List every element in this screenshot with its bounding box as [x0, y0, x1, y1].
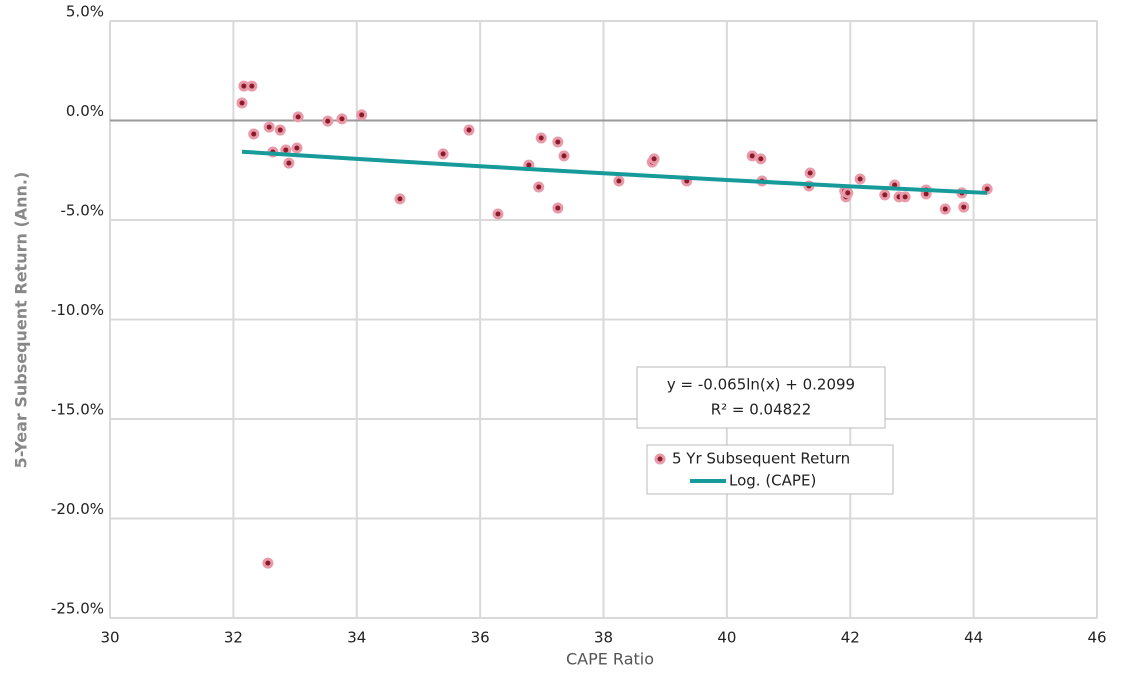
- x-tick-label: 32: [224, 629, 243, 647]
- data-point: [552, 136, 564, 148]
- data-point: [535, 132, 547, 144]
- y-tick-label: -20.0%: [51, 500, 104, 518]
- data-point: [463, 124, 475, 136]
- data-point: [879, 189, 891, 201]
- data-point: [291, 142, 303, 154]
- x-tick-label: 36: [471, 629, 490, 647]
- annotation: R² = 0.04822: [711, 401, 812, 419]
- data-point: [804, 167, 816, 179]
- data-point: [842, 187, 854, 199]
- data-point: [939, 203, 951, 215]
- trend-line: [241, 149, 988, 195]
- data-point: [262, 557, 274, 569]
- data-point: [437, 148, 449, 160]
- y-tick-label: -25.0%: [51, 600, 104, 618]
- y-tick-label: -15.0%: [51, 401, 104, 419]
- y-tick-label: -5.0%: [60, 202, 104, 220]
- y-tick-label: 5.0%: [66, 3, 104, 21]
- data-point: [648, 153, 660, 165]
- data-point: [246, 80, 258, 92]
- y-tick-label: -10.0%: [51, 301, 104, 319]
- legend-label: 5 Yr Subsequent Return: [672, 450, 850, 468]
- data-point: [613, 175, 625, 187]
- x-tick-label: 42: [841, 629, 860, 647]
- data-point: [755, 153, 767, 165]
- data-point: [322, 115, 334, 127]
- legend: [646, 444, 894, 495]
- data-point: [558, 150, 570, 162]
- data-point: [356, 109, 368, 121]
- data-point: [746, 150, 758, 162]
- annotation: y = -0.065ln(x) + 0.2099: [667, 376, 855, 394]
- legend-label: Log. (CAPE): [729, 472, 816, 490]
- data-point: [533, 181, 545, 193]
- x-tick-label: 44: [964, 629, 983, 647]
- data-point: [899, 191, 911, 203]
- x-tick-label: 30: [100, 629, 119, 647]
- data-point: [552, 202, 564, 214]
- x-axis-title: CAPE Ratio: [566, 650, 654, 669]
- data-point: [394, 193, 406, 205]
- data-point: [854, 173, 866, 185]
- x-tick-label: 46: [1087, 629, 1106, 647]
- data-point: [336, 113, 348, 125]
- data-point: [492, 208, 504, 220]
- y-tick-label: 0.0%: [66, 102, 104, 120]
- data-point: [274, 124, 286, 136]
- data-point: [958, 201, 970, 213]
- data-point: [236, 97, 248, 109]
- x-tick-label: 34: [347, 629, 366, 647]
- x-tick-label: 38: [594, 629, 613, 647]
- data-point: [292, 111, 304, 123]
- data-point: [283, 157, 295, 169]
- x-tick-label: 40: [717, 629, 736, 647]
- legend-swatch: [654, 453, 666, 465]
- data-point: [263, 121, 275, 133]
- annotation-box: [636, 366, 886, 429]
- data-point: [248, 128, 260, 140]
- y-axis-title: 5-Year Subsequent Return (Ann.): [12, 172, 31, 469]
